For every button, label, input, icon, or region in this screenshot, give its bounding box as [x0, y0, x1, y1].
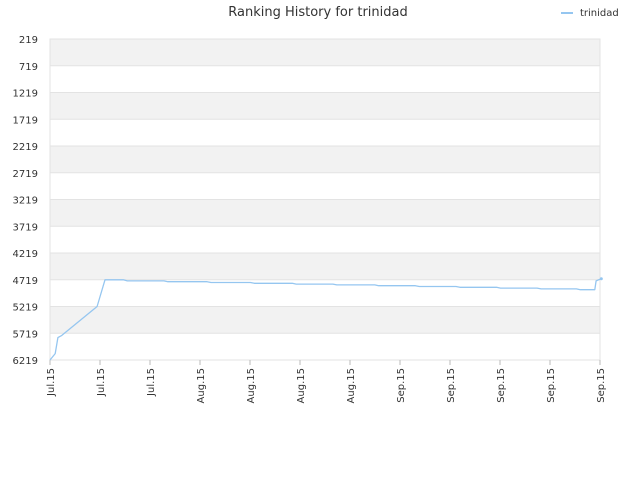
legend-label: trinidad: [580, 8, 619, 19]
chart-title: Ranking History for trinidad: [228, 5, 407, 20]
x-tick-label: Aug.15: [246, 368, 257, 403]
y-tick-label: 6219: [13, 356, 38, 367]
y-tick-label: 1719: [13, 115, 38, 126]
plot-band: [50, 39, 600, 66]
plot-band: [50, 226, 600, 253]
x-tick-label: Aug.15: [296, 368, 307, 403]
plot-band: [50, 333, 600, 360]
plot-band: [50, 253, 600, 280]
x-tick-label: Jul.15: [146, 368, 157, 397]
x-tick-label: Sep.15: [446, 368, 457, 403]
x-tick-label: Sep.15: [396, 368, 407, 403]
y-tick-label: 4719: [13, 276, 38, 287]
y-tick-label: 719: [19, 62, 38, 73]
y-tick-label: 4219: [13, 249, 38, 260]
y-tick-label: 2219: [13, 142, 38, 153]
y-tick-label: 3719: [13, 222, 38, 233]
plot-band: [50, 65, 600, 93]
y-tick-label: 3219: [13, 196, 38, 207]
plot-band: [50, 306, 600, 334]
x-tick-label: Sep.15: [496, 368, 507, 403]
series-line-trinidad: [49, 278, 602, 361]
y-tick-label: 5219: [13, 303, 38, 314]
x-axis: Jul.15 Jul.15 Jul.15 Aug.15 Aug.15 Aug.15 Aug.…: [46, 360, 607, 403]
y-tick-label: 5719: [13, 329, 38, 340]
x-tick-label: Aug.15: [346, 368, 357, 403]
plot-band: [50, 92, 600, 120]
x-tick-label: Aug.15: [196, 368, 207, 403]
plot-band: [50, 199, 600, 227]
y-axis: 219 719 1219 1719 2219 2719 3219 3719 4219 4719 52…: [13, 35, 38, 367]
x-tick-label: Sep.15: [546, 368, 557, 403]
grid: [49, 38, 601, 361]
series-end-point: [599, 277, 603, 281]
series-layer: [49, 277, 603, 361]
y-tick-label: 1219: [13, 89, 38, 100]
x-tick-label: Jul.15: [96, 368, 107, 397]
legend: trinidad: [561, 8, 619, 19]
plot-band: [50, 119, 600, 146]
plot-band: [50, 172, 600, 200]
x-tick-label: Jul.15: [46, 368, 57, 397]
plot-band: [50, 146, 600, 173]
y-tick-label: 219: [19, 35, 38, 46]
y-tick-label: 2719: [13, 169, 38, 180]
plot-bands: [50, 39, 600, 360]
x-tick-label: Sep.15: [596, 368, 607, 403]
